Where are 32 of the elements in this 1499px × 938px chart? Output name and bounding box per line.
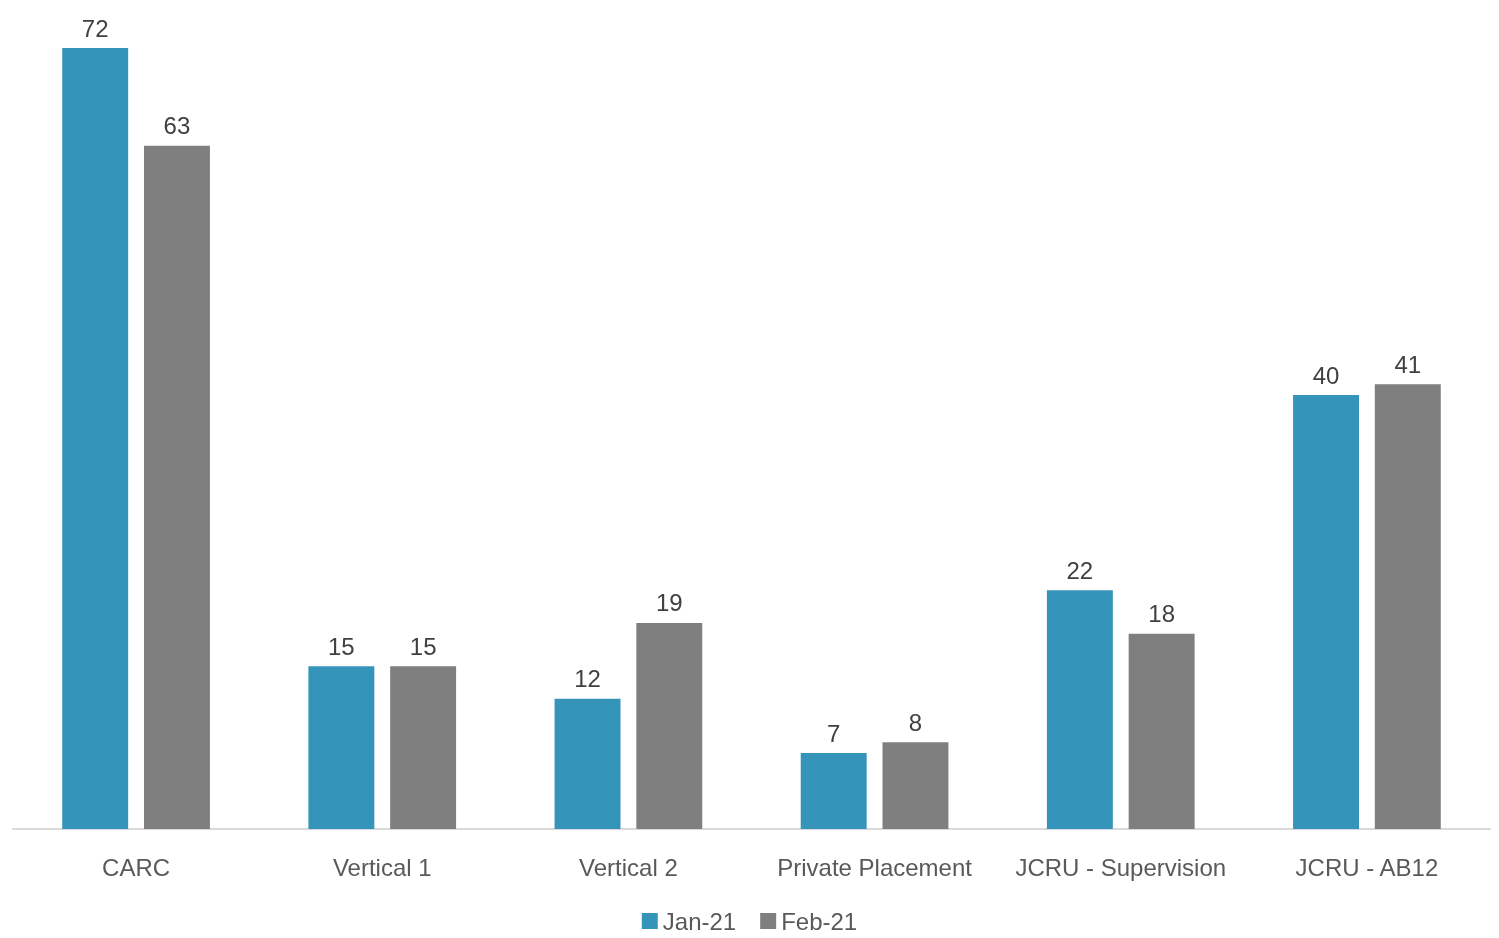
bar (636, 622, 703, 829)
data-label: 40 (1312, 361, 1340, 389)
data-label: 15 (328, 632, 355, 660)
x-tick-label: CARC (102, 853, 171, 881)
x-tick-label: JCRU - Supervision (1015, 853, 1227, 881)
x-tick-label: Private Placement (777, 853, 973, 881)
data-label: 22 (1066, 556, 1094, 584)
data-label: 41 (1394, 350, 1422, 378)
legend-label: Jan-21 (662, 907, 737, 935)
data-label: 18 (1148, 600, 1175, 628)
bar (554, 698, 621, 829)
data-label: 12 (574, 665, 601, 693)
bar (882, 742, 949, 829)
data-label: 15 (409, 632, 437, 660)
bar (800, 753, 867, 829)
bar (390, 666, 457, 829)
bar (1128, 633, 1195, 829)
bar (308, 666, 375, 829)
legend-label: Feb-21 (781, 907, 858, 935)
bar (62, 48, 129, 829)
bar (1293, 395, 1359, 829)
data-label: 8 (908, 708, 923, 736)
data-label: 19 (655, 589, 683, 617)
data-label: 72 (81, 14, 109, 42)
bar (144, 145, 210, 829)
x-tick-label: Vertical 2 (579, 853, 678, 881)
x-tick-label: JCRU - AB12 (1295, 853, 1439, 881)
data-label: 63 (163, 112, 191, 140)
data-label: 7 (827, 719, 841, 747)
bar (1374, 384, 1441, 829)
bar (1046, 590, 1113, 829)
x-tick-label: Vertical 1 (332, 853, 432, 881)
